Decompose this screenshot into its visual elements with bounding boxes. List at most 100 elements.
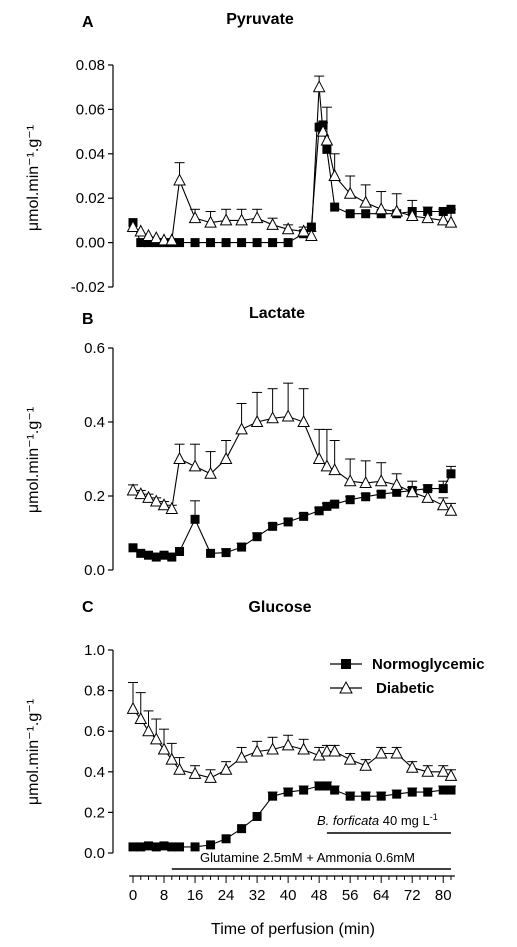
point-lactate-diabetic	[436, 498, 450, 511]
y-tick-label-lactate: 0.6	[84, 340, 105, 357]
legend-entry-diabetic: Diabetic	[330, 680, 434, 697]
point-lactate-diabetic	[250, 414, 264, 427]
point-glucose-normoglycemic	[221, 834, 231, 844]
point-pyruvate-diabetic	[266, 217, 279, 230]
point-pyruvate-diabetic	[444, 215, 458, 228]
point-glucose-normoglycemic	[175, 842, 185, 852]
panel-title-pyruvate: Pyruvate	[226, 11, 294, 28]
point-glucose-diabetic	[250, 744, 264, 757]
point-lactate-normoglycemic	[361, 492, 371, 502]
point-pyruvate-diabetic	[343, 186, 357, 199]
point-glucose-normoglycemic	[128, 842, 138, 852]
point-pyruvate-normoglycemic	[330, 202, 340, 212]
x-tick-label: 72	[404, 887, 421, 904]
point-pyruvate-diabetic	[281, 222, 295, 235]
point-pyruvate-diabetic	[436, 213, 450, 226]
point-glucose-normoglycemic	[314, 781, 324, 791]
point-lactate-diabetic	[134, 487, 148, 500]
point-pyruvate-diabetic	[320, 133, 334, 146]
panel-pyruvate: A Pyruvate μmol.min⁻¹.g⁻¹ -0.02 0.00 0.02 0…	[25, 11, 458, 296]
y-tick-label-lactate: 0.0	[84, 562, 105, 579]
point-pyruvate-diabetic	[316, 124, 330, 137]
point-pyruvate-normoglycemic	[206, 238, 216, 248]
panel-lactate: B Lactate μmol.min⁻¹.g⁻¹ 0.0 0.2 0.4 0.6	[25, 305, 458, 579]
legend: Normoglycemic Diabetic	[330, 656, 485, 697]
y-tick-label-lactate: 0.2	[84, 488, 105, 505]
point-lactate-normoglycemic	[128, 543, 138, 553]
x-tick-label: 56	[342, 887, 359, 904]
point-lactate-diabetic	[142, 490, 155, 503]
y-tick-label-pyruvate: 0.00	[76, 235, 105, 252]
point-pyruvate-diabetic	[165, 233, 179, 246]
point-lactate-diabetic	[173, 451, 186, 464]
y-tick-label-pyruvate: 0.06	[76, 101, 105, 118]
legend-entry-normoglycemic: Normoglycemic	[330, 656, 485, 673]
point-pyruvate-diabetic	[188, 211, 202, 224]
point-glucose-diabetic	[134, 711, 148, 725]
point-lactate-diabetic	[328, 463, 341, 476]
point-glucose-diabetic	[142, 724, 155, 737]
point-glucose-normoglycemic	[299, 785, 309, 795]
point-lactate-diabetic	[188, 459, 202, 472]
y-tick-label-pyruvate: 0.02	[76, 190, 105, 207]
point-pyruvate-diabetic	[421, 211, 435, 224]
point-lactate-normoglycemic	[237, 542, 247, 552]
y-tick-label-glucose: 0.0	[84, 845, 105, 862]
point-lactate-normoglycemic	[252, 532, 262, 542]
point-lactate-diabetic	[320, 459, 334, 472]
point-pyruvate-diabetic	[134, 224, 148, 237]
point-glucose-normoglycemic	[159, 841, 169, 851]
point-lactate-normoglycemic	[151, 552, 161, 562]
point-glucose-normoglycemic	[144, 841, 154, 851]
point-lactate-normoglycemic	[330, 499, 340, 509]
point-lactate-diabetic	[444, 503, 458, 516]
point-pyruvate-diabetic	[297, 224, 310, 237]
point-pyruvate-normoglycemic	[175, 238, 185, 248]
point-lactate-normoglycemic	[423, 484, 433, 494]
x-tick-label: 16	[187, 887, 204, 904]
y-axis-label-pyruvate: μmol.min⁻¹.g⁻¹	[25, 125, 42, 231]
point-lactate-normoglycemic	[190, 514, 200, 524]
point-lactate-diabetic	[126, 483, 140, 496]
legend-label-normoglycemic: Normoglycemic	[372, 656, 485, 673]
y-tick-label-glucose: 0.2	[84, 804, 105, 821]
point-lactate-diabetic	[421, 490, 435, 503]
point-glucose-diabetic	[126, 701, 140, 714]
point-glucose-normoglycemic	[283, 787, 293, 797]
point-lactate-diabetic	[312, 451, 326, 464]
point-lactate-diabetic	[297, 414, 310, 427]
legend-marker-normoglycemic	[341, 659, 351, 669]
point-glucose-diabetic	[204, 770, 217, 783]
point-lactate-diabetic	[266, 411, 279, 424]
point-lactate-diabetic	[281, 409, 295, 422]
legend-label-diabetic: Diabetic	[376, 680, 434, 697]
point-lactate-normoglycemic	[167, 552, 177, 562]
point-glucose-diabetic	[173, 762, 186, 775]
point-glucose-diabetic	[405, 760, 419, 773]
point-pyruvate-normoglycemic	[268, 238, 278, 248]
y-tick-label-pyruvate: -0.02	[71, 279, 105, 296]
y-ticks-glucose: 0.0 0.2 0.4 0.6 0.8 1.0	[84, 642, 114, 862]
point-lactate-normoglycemic	[159, 550, 169, 560]
point-glucose-diabetic	[320, 744, 334, 757]
point-pyruvate-diabetic	[149, 231, 163, 244]
point-glucose-normoglycemic	[136, 842, 146, 852]
point-pyruvate-normoglycemic	[283, 238, 293, 248]
y-tick-label-lactate: 0.4	[84, 414, 105, 431]
panel-letter-b: B	[82, 311, 94, 328]
point-pyruvate-normoglycemic	[221, 238, 231, 248]
point-glucose-diabetic	[219, 762, 233, 775]
point-pyruvate-normoglycemic	[361, 209, 371, 219]
point-glucose-diabetic	[297, 742, 310, 755]
point-lactate-normoglycemic	[345, 495, 355, 505]
point-glucose-normoglycemic	[190, 842, 200, 852]
point-glucose-diabetic	[343, 752, 357, 765]
point-glucose-normoglycemic	[167, 842, 177, 852]
point-lactate-diabetic	[390, 477, 404, 490]
point-lactate-normoglycemic	[438, 484, 448, 494]
point-glucose-normoglycemic	[376, 791, 386, 801]
point-pyruvate-diabetic	[312, 80, 326, 93]
point-pyruvate-diabetic	[390, 204, 404, 217]
point-lactate-diabetic	[235, 422, 248, 435]
